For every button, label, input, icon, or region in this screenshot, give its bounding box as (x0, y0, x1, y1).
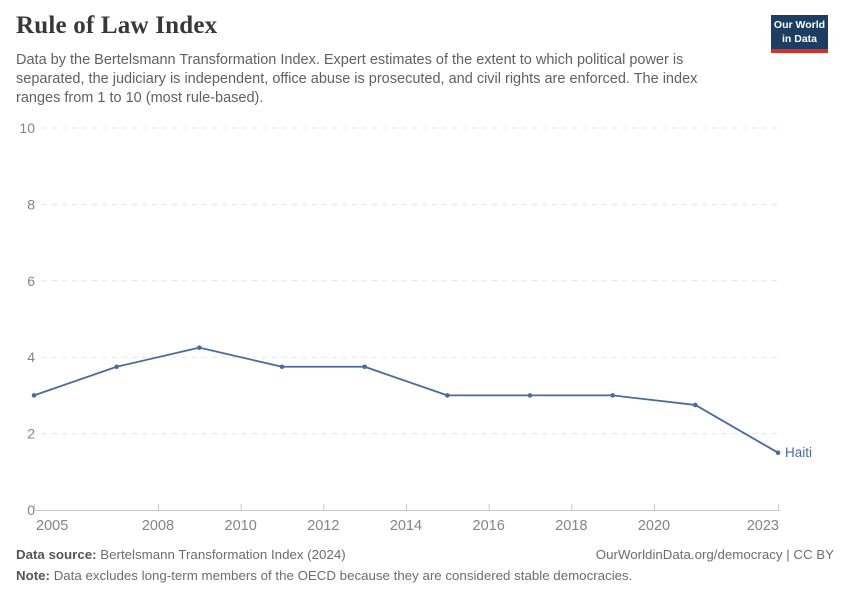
footer-citation-link[interactable]: OurWorldinData.org/democracy | CC BY (595, 547, 834, 562)
data-point[interactable] (279, 364, 285, 370)
owid-logo-box: Our World in Data (771, 15, 828, 50)
x-axis-tick-label: 2010 (225, 518, 257, 534)
footer-note: Note: Data excludes long-term members of… (16, 568, 834, 583)
footer-note-label: Note: (16, 568, 50, 583)
data-point[interactable] (527, 393, 533, 398)
owid-logo-red-bar (771, 49, 828, 54)
owid-logo-line1: Our World (773, 19, 826, 31)
data-point[interactable] (197, 345, 202, 350)
x-axis-tick-label: 2023 (747, 518, 779, 534)
owid-logo-line2: in Data (781, 32, 817, 45)
data-source-text: Bertelsmann Transformation Index (2024) (100, 547, 346, 562)
y-axis-tick-label: 8 (27, 196, 35, 212)
x-axis-tick-label: 2018 (555, 518, 587, 534)
x-axis-tick-label: 2014 (390, 518, 422, 534)
y-axis-tick-label: 10 (19, 120, 35, 136)
footer-note-text: Data excludes long-term members of the O… (53, 568, 633, 583)
owid-logo[interactable]: Our World in Data (771, 15, 828, 54)
x-axis-tick-label: 2012 (307, 518, 339, 534)
chart-subtitle: Data by the Bertelsmann Transformation I… (16, 52, 698, 106)
data-source: Data source: Bertelsmann Transformation … (16, 547, 346, 562)
data-point[interactable] (114, 364, 119, 370)
data-point[interactable] (31, 393, 37, 398)
data-point[interactable] (362, 364, 367, 370)
data-point[interactable] (693, 402, 698, 408)
data-point[interactable] (445, 393, 450, 398)
data-point[interactable] (610, 393, 615, 398)
y-axis-tick-label: 0 (27, 502, 35, 518)
footer-line1: Data source: Bertelsmann Transformation … (16, 547, 834, 562)
x-axis-tick-label: 2008 (142, 518, 174, 534)
data-point[interactable] (775, 450, 781, 456)
y-axis-tick-label: 2 (27, 426, 35, 442)
series-label[interactable]: Haiti (785, 445, 812, 460)
data-line[interactable] (33, 346, 779, 454)
y-axis-tick-label: 6 (27, 273, 35, 289)
x-axis-tick-label: 2016 (473, 518, 505, 534)
y-axis-tick-label: 4 (27, 349, 35, 365)
data-source-label: Data source: (16, 547, 97, 562)
x-axis-tick-label: 2005 (36, 518, 68, 534)
page-title: Rule of Law Index (16, 12, 218, 39)
x-axis-tick-label: 2020 (638, 518, 670, 534)
